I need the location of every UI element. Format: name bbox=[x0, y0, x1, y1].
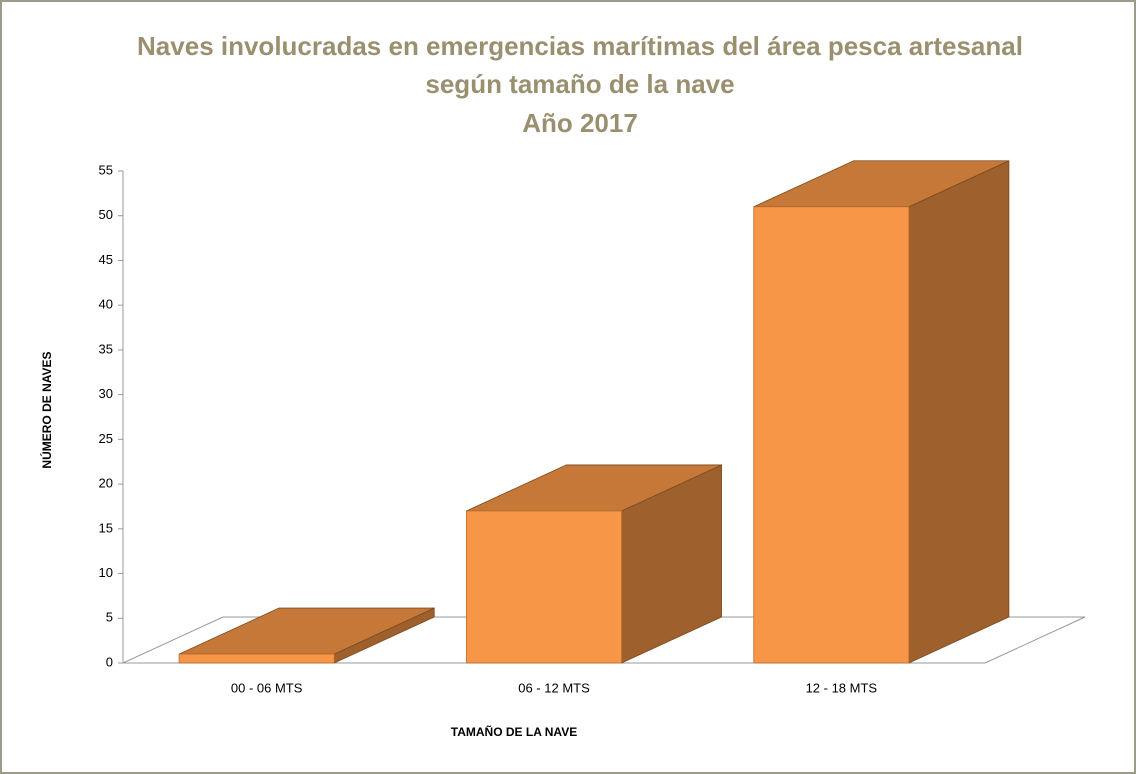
chart-title: Naves involucradas en emergencias maríti… bbox=[137, 31, 1023, 61]
y-tick-label: 45 bbox=[99, 252, 113, 267]
y-tick-label: 5 bbox=[106, 610, 113, 625]
x-tick-label: 12 - 18 MTS bbox=[806, 680, 878, 695]
y-tick-label: 55 bbox=[99, 162, 113, 177]
y-tick-label: 0 bbox=[106, 654, 113, 669]
bar bbox=[178, 653, 335, 664]
y-tick-label: 30 bbox=[99, 386, 113, 401]
bar bbox=[753, 206, 910, 664]
y-tick-label: 10 bbox=[99, 565, 113, 580]
y-tick-label: 25 bbox=[99, 431, 113, 446]
y-tick-label: 50 bbox=[99, 207, 113, 222]
chart-title: según tamaño de la nave bbox=[425, 69, 734, 99]
y-tick-label: 40 bbox=[99, 297, 113, 312]
x-tick-label: 00 - 06 MTS bbox=[231, 680, 303, 695]
x-axis-title: TAMAÑO DE LA NAVE bbox=[451, 724, 577, 739]
bar-side bbox=[908, 160, 1010, 664]
y-tick-label: 35 bbox=[99, 341, 113, 356]
bar bbox=[466, 510, 622, 664]
y-tick-label: 15 bbox=[99, 520, 113, 535]
y-axis-title: NÚMERO DE NAVES bbox=[39, 351, 54, 468]
y-tick-label: 20 bbox=[99, 476, 113, 491]
x-tick-label: 06 - 12 MTS bbox=[518, 680, 590, 695]
chart-title: Año 2017 bbox=[522, 108, 638, 138]
